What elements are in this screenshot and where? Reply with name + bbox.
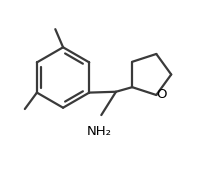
Text: O: O	[157, 88, 167, 101]
Text: NH₂: NH₂	[87, 125, 112, 137]
